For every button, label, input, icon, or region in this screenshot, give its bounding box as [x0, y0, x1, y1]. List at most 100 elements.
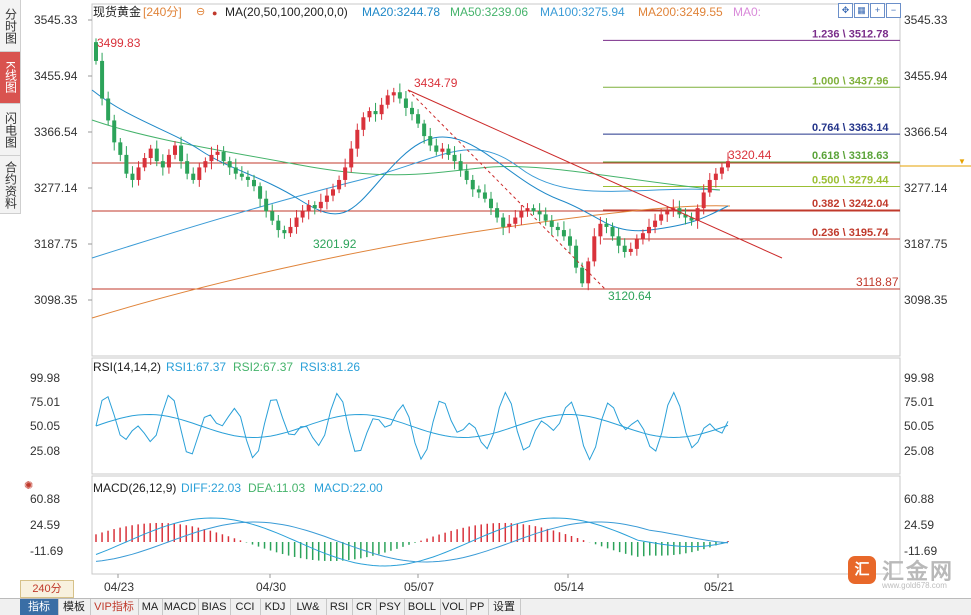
candle-body: [616, 236, 621, 246]
indicator-tab-11[interactable]: PSY: [376, 599, 405, 615]
price-tick-left: 3545.33: [34, 13, 78, 27]
rsi2-value: RSI2:67.37: [233, 360, 293, 374]
ma50-line: [91, 119, 721, 191]
candle-body: [379, 104, 384, 115]
candle-body: [221, 151, 226, 162]
candle-body: [695, 208, 700, 221]
candle-body: [318, 201, 323, 209]
high2-label: 3434.79: [414, 76, 458, 90]
rsi-tick-right: 75.01: [904, 395, 934, 409]
indicator-tab-5[interactable]: BIAS: [198, 599, 231, 615]
macd-settings-icon[interactable]: ✺: [24, 480, 33, 492]
candle-body: [276, 220, 281, 231]
candle-body: [446, 148, 451, 155]
candle-body: [142, 158, 147, 168]
ma100-value: MA100:3275.94: [540, 5, 625, 19]
candle-body: [349, 148, 354, 168]
candle-body: [501, 217, 506, 227]
remove-icon[interactable]: −: [886, 3, 901, 18]
brand-url: www.gold678.com: [882, 581, 947, 590]
candle-body: [580, 267, 585, 284]
indicator-tab-13[interactable]: VOL: [440, 599, 467, 615]
price-tick-right: 3366.54: [904, 125, 948, 139]
rsi-label: RSI(14,14,2): [93, 360, 161, 374]
candle-body: [634, 239, 639, 249]
brand-logo: 汇: [848, 556, 876, 584]
indicator-tab-1[interactable]: 模板: [58, 599, 91, 615]
price-tick-right: 3277.14: [904, 181, 948, 195]
candle-body: [482, 192, 487, 199]
candle-body: [489, 198, 493, 209]
candle-body: [373, 111, 378, 115]
indicator-tab-2[interactable]: VIP指标: [90, 599, 139, 615]
fib-label: 0.764 \ 3363.14: [812, 122, 889, 134]
settings-icon[interactable]: ⊖: [196, 6, 205, 18]
symbol-label: 现货黄金: [93, 4, 141, 19]
price-tick-left: 3098.35: [34, 293, 78, 307]
indicator-tab-6[interactable]: CCI: [230, 599, 261, 615]
side-tab-3[interactable]: 合约资料: [0, 156, 20, 214]
indicator-tab-4[interactable]: MACD: [162, 599, 199, 615]
last-price-label: 3320.44: [728, 148, 772, 162]
icon-strip-marker: ●: [212, 8, 217, 18]
macd-macd-value: MACD:22.00: [314, 481, 383, 495]
candle-body: [561, 230, 566, 237]
rsi-slow-line: [95, 413, 729, 439]
price-tick-left: 3455.94: [34, 69, 78, 83]
rsi1-value: RSI1:67.37: [166, 360, 226, 374]
candle-body: [647, 226, 651, 234]
indicator-tab-9[interactable]: RSI: [326, 599, 353, 615]
price-tick-right: 3187.75: [904, 237, 948, 251]
ma20-value: MA20:3244.78: [362, 5, 440, 19]
candle-body: [160, 161, 165, 168]
candle-body: [628, 248, 633, 252]
date-tick: 05/07: [404, 580, 434, 594]
date-tick: 04/30: [256, 580, 286, 594]
indicator-tab-7[interactable]: KDJ: [260, 599, 291, 615]
candle-body: [640, 233, 645, 240]
candle-body: [507, 223, 512, 227]
candle-body: [525, 208, 530, 212]
low1-label: 3201.92: [313, 237, 357, 251]
candles: [94, 38, 730, 291]
candle-body: [337, 179, 342, 190]
indicator-tab-10[interactable]: CR: [352, 599, 377, 615]
rsi-panel-frame: [91, 357, 901, 475]
candle-body: [683, 214, 688, 218]
candle-body: [470, 179, 475, 190]
indicator-tab-8[interactable]: LW&: [290, 599, 327, 615]
price-tick-left: 3187.75: [34, 237, 78, 251]
low2-label: 3120.64: [608, 289, 652, 303]
indicator-tab-12[interactable]: BOLL: [404, 599, 441, 615]
fib-label: 1.000 \ 3437.96: [812, 75, 888, 87]
indicator-tab-3[interactable]: MA: [138, 599, 163, 615]
chart-area[interactable]: 现货黄金 [240分] ⊖ ● MA(20,50,100,200,0,0) MA…: [0, 0, 971, 598]
macd-label: MACD(26,12,9): [93, 481, 176, 495]
fullscreen-icon[interactable]: ✥: [838, 3, 853, 18]
candle-body: [270, 211, 275, 221]
candle-body: [209, 154, 214, 162]
indicator-tab-14[interactable]: PP: [466, 599, 489, 615]
side-tab-0[interactable]: 分时图: [0, 0, 20, 52]
candle-body: [531, 208, 536, 212]
add-icon[interactable]: +: [870, 3, 885, 18]
support-label: 3118.87: [856, 275, 899, 289]
price-axis: 3545.33 3545.33 3455.94 3455.94 3366.54 3366.…: [34, 13, 948, 307]
side-tab-1[interactable]: K线图: [0, 52, 20, 104]
rsi-tick-right: 25.08: [904, 444, 934, 458]
candle-body: [282, 230, 287, 234]
macd-axis: 60.88 60.88 24.59 24.59 -11.69 -11.69: [30, 492, 937, 558]
candle-body: [288, 226, 293, 234]
date-tick: 04/23: [104, 580, 134, 594]
side-tab-2[interactable]: 闪电图: [0, 104, 20, 156]
candle-body: [726, 161, 730, 168]
indicator-tab-0[interactable]: 指标: [20, 599, 59, 615]
ma50-value: MA50:3239.06: [450, 5, 528, 19]
candle-body: [677, 208, 682, 215]
indicator-tab-15[interactable]: 设置: [488, 599, 521, 615]
candle-body: [233, 167, 238, 174]
macd-tick-right: 60.88: [904, 492, 934, 506]
grid-icon[interactable]: ▦: [854, 3, 869, 18]
candle-body: [391, 92, 396, 96]
period-selector[interactable]: 240分: [20, 580, 74, 598]
